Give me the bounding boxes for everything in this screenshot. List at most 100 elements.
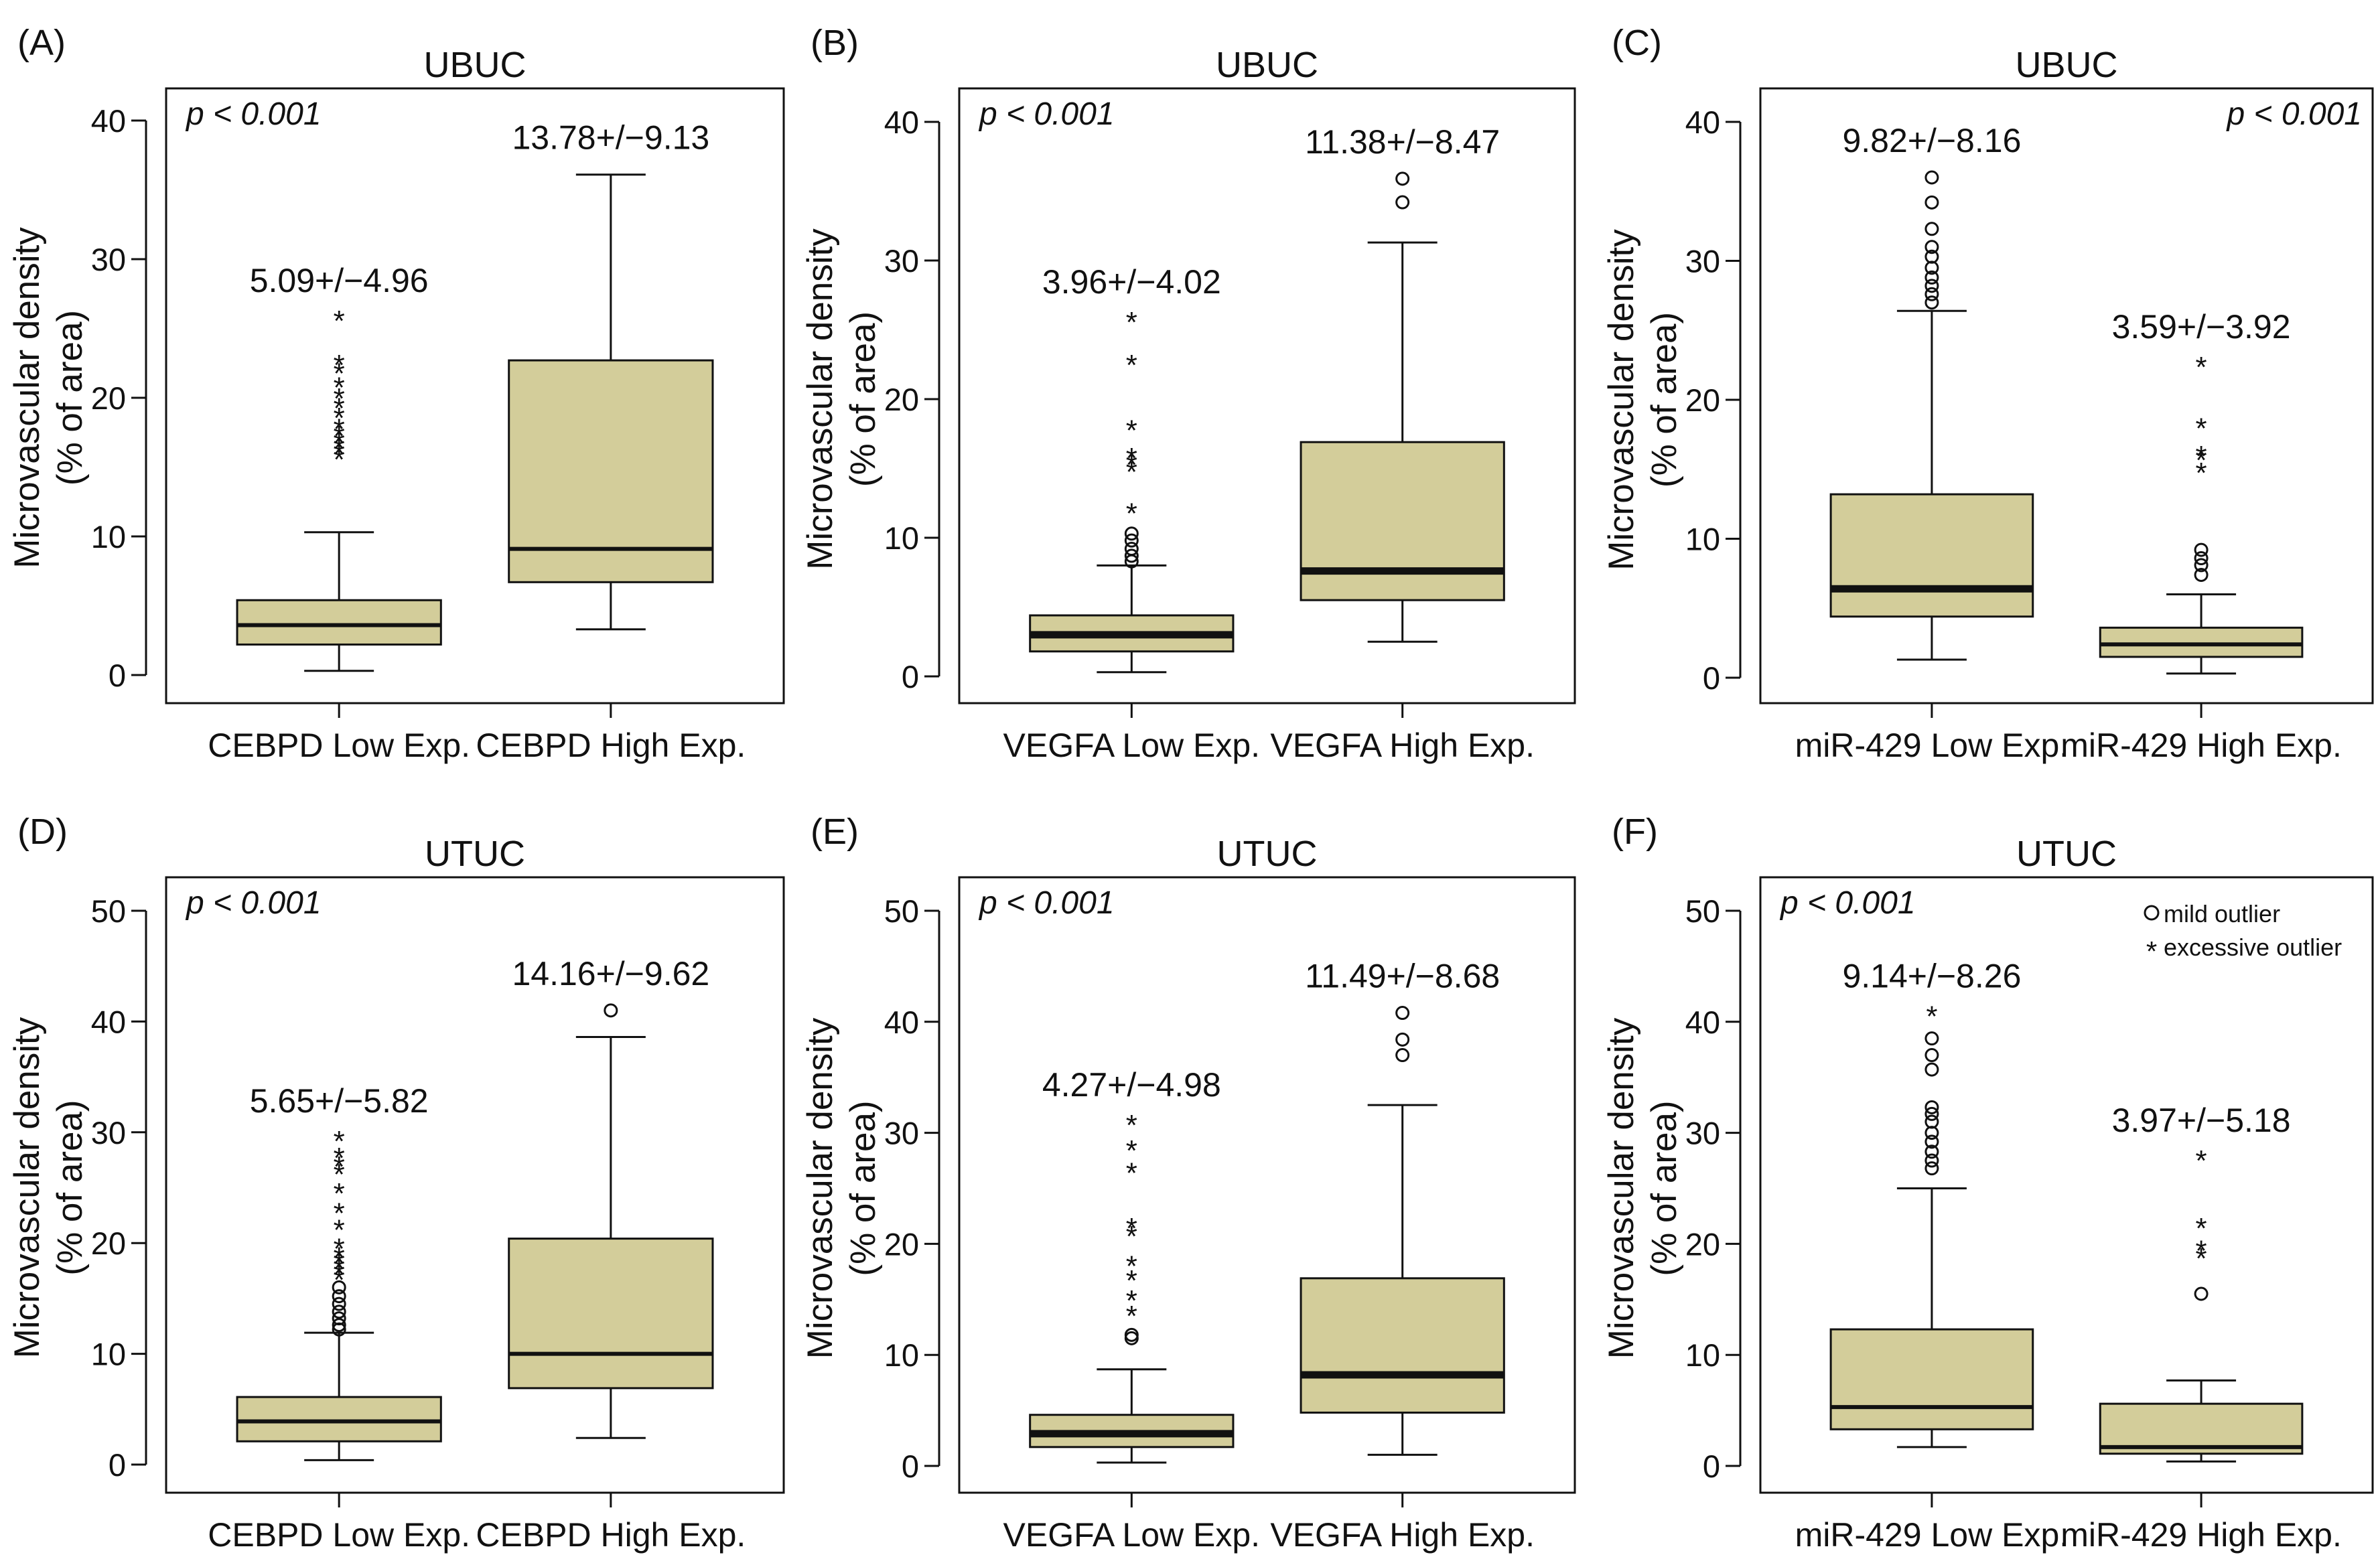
y-tick-label: 0 [1703,660,1720,696]
x-category-label: CEBPD High Exp. [476,1516,746,1554]
y-tick-label: 20 [1685,382,1720,418]
panel-title: UBUC [1216,45,1318,85]
y-tick-label: 30 [1685,244,1720,279]
excessive-outlier: * [1126,1157,1137,1189]
panel-f: (F) UTUC Microvascular density (% of area) 0… [1602,812,2374,1554]
mild-outlier [332,1318,346,1333]
excessive-outlier: * [334,1264,345,1296]
x-category-label: VEGFA High Exp. [1270,727,1535,764]
plot-frame [958,87,1576,704]
mild-outlier [1924,240,1939,254]
y-tick-label: 10 [884,520,919,556]
legend-mild-symbol [2144,905,2160,921]
mild-outlier [1924,270,1939,285]
x-category-label: miR-429 High Exp. [2060,727,2342,764]
y-tick-label: 40 [91,103,126,139]
excessive-outlier: * [1126,1134,1137,1167]
y-tick-label: 50 [1685,893,1720,929]
excessive-outlier: * [334,1258,345,1291]
box-high: ****3.97+/−5.18 [2099,1102,2304,1463]
y-tick-label: 0 [109,1447,126,1483]
mild-outlier [1924,1062,1939,1077]
plot-frame [1759,876,2374,1494]
x-category-label: VEGFA High Exp. [1270,1516,1535,1554]
p-value: p < 0.001 [978,885,1115,921]
excessive-outlier: * [2196,1234,2207,1267]
y-tick-label: 40 [884,1005,919,1040]
panel-label: (F) [1612,812,1658,852]
box-low: *************5.09+/−4.96 [236,262,442,672]
y-tick-label: 0 [902,1449,919,1484]
mild-outlier [1395,1006,1410,1021]
excessive-outlier: * [334,1177,345,1210]
excessive-outlier: * [334,1197,345,1230]
y-tick-label: 50 [91,893,126,929]
box-low: *******3.96+/−4.02 [1029,263,1235,674]
excessive-outlier: * [1126,306,1137,339]
y-axis-label-line2: (% of area) [1644,1100,1684,1276]
mild-outlier [2194,558,2209,573]
excessive-outlier: * [2196,444,2207,477]
y-tick-label: 20 [91,1226,126,1261]
mild-outlier [1924,1031,1939,1046]
mild-outlier [332,1280,346,1294]
mild-outlier [332,1311,346,1326]
box-high: 13.78+/−9.13 [508,119,714,631]
excessive-outlier: * [334,392,345,425]
y-axis-label-line2: (% of area) [1644,312,1684,488]
p-value: p < 0.001 [185,885,322,921]
box-high: 11.38+/−8.47 [1300,123,1505,643]
y-tick-label: 20 [1685,1226,1720,1262]
panel-label: (C) [1612,23,1662,63]
excessive-outlier: * [334,432,345,465]
x-category-label: CEBPD Low Exp. [208,1516,470,1554]
y-tick-label: 20 [884,382,919,417]
iqr-box [1829,1328,2034,1430]
excessive-outlier: * [2196,440,2207,473]
panel-label: (D) [17,812,68,852]
plot-frame [958,876,1576,1494]
mild-outlier [1924,1114,1939,1129]
excessive-outlier: * [1126,498,1137,530]
mild-outlier [1124,526,1139,541]
x-category-label: miR-429 Low Exp. [1795,727,2069,764]
mild-outlier [1124,548,1139,563]
mild-outlier [332,1296,346,1311]
excessive-outlier: * [1126,442,1137,475]
mild-outlier [1924,295,1939,310]
excessive-outlier: * [334,358,345,390]
excessive-outlier: * [2196,1242,2207,1275]
group-annotation: 4.27+/−4.98 [1042,1066,1221,1104]
mild-outlier [1395,1048,1410,1063]
mild-outlier [1924,195,1939,210]
y-tick-label: 50 [884,893,919,929]
panel-title: UBUC [423,45,526,85]
y-axis-label-line2: (% of area) [50,310,90,486]
y-tick-label: 40 [1685,1005,1720,1040]
mild-outlier [1924,1100,1939,1114]
iqr-box [1829,493,2034,618]
excessive-outlier: * [1126,1109,1137,1142]
excessive-outlier: * [334,1242,345,1274]
y-tick-label: 40 [884,104,919,140]
excessive-outlier: * [334,1213,345,1246]
excessive-outlier: * [334,427,345,459]
mild-outlier [1924,249,1939,264]
y-axis-label-line1: Microvascular density [800,1017,840,1359]
y-tick-label: 10 [91,1337,126,1372]
excessive-outlier: * [1126,1264,1137,1297]
mild-outlier [2194,567,2209,582]
mild-outlier [1395,195,1410,210]
excessive-outlier: * [334,1233,345,1266]
group-annotation: 5.65+/−5.82 [250,1082,429,1120]
panel-label: (E) [811,812,859,852]
iqr-box [2099,626,2304,658]
x-category-label: CEBPD High Exp. [476,727,746,764]
panel-c: (C) UBUC Microvascular density (% of area) 0… [1602,23,2374,764]
excessive-outlier: * [1126,449,1137,481]
y-tick-label: 40 [91,1004,126,1039]
y-tick-label: 0 [109,658,126,693]
iqr-box [508,1238,714,1390]
mild-outlier [1924,1153,1939,1168]
excessive-outlier: * [334,402,345,435]
